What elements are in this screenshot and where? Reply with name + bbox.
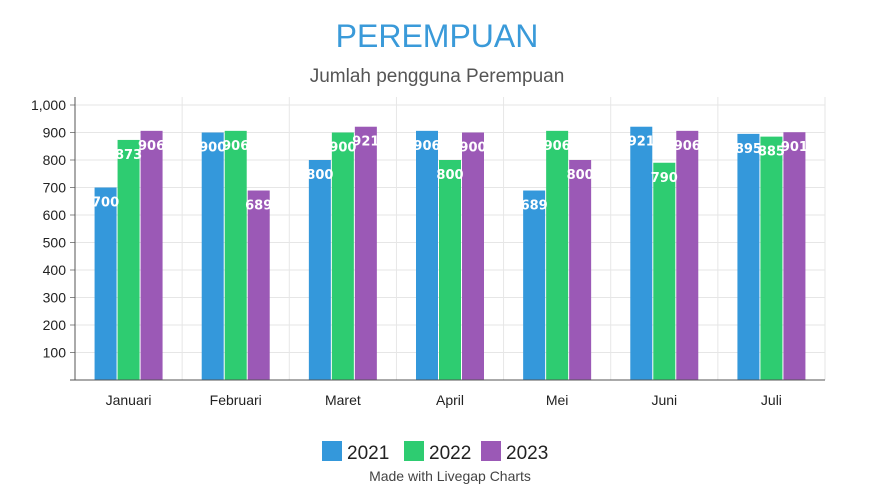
data-label: 921 [352, 135, 379, 150]
y-tick-label: 100 [43, 345, 67, 361]
data-label: 900 [199, 141, 226, 156]
y-tick-label: 300 [43, 290, 67, 306]
bar-2021-juni[interactable] [630, 126, 653, 380]
legend-swatch-2021[interactable] [322, 441, 342, 461]
data-label: 790 [651, 171, 678, 186]
data-label: 906 [222, 139, 249, 154]
x-tick-label: Mei [546, 392, 569, 408]
data-label: 921 [628, 135, 655, 150]
y-tick-label: 700 [43, 180, 67, 196]
data-label: 901 [781, 140, 808, 155]
y-tick-label: 400 [43, 262, 67, 278]
chart-subtitle: Jumlah pengguna Perempuan [310, 66, 565, 87]
legend-label-2021[interactable]: 2021 [347, 443, 389, 464]
data-label: 689 [245, 199, 272, 214]
bar-2022-maret[interactable] [331, 132, 354, 381]
data-label: 900 [329, 141, 356, 156]
bar-2021-februari[interactable] [201, 132, 224, 381]
data-label: 906 [413, 139, 440, 154]
bar-2022-februari[interactable] [224, 130, 247, 380]
data-label: 700 [92, 196, 119, 211]
bar-2022-april[interactable] [439, 160, 461, 380]
bar-2021-maret[interactable] [308, 160, 331, 380]
credit-text: Made with Livegap Charts [369, 468, 531, 484]
legend[interactable]: 2021 2022 2023 [322, 441, 548, 464]
bar-2023-januari[interactable] [140, 130, 163, 380]
data-label: 900 [459, 141, 486, 156]
y-axis-ticks: 100 200 300 400 500 600 700 800 900 1,000 [31, 97, 75, 361]
bar-2022-juli[interactable] [760, 136, 783, 380]
data-label: 885 [758, 145, 785, 160]
data-label: 895 [735, 142, 762, 157]
data-label: 689 [521, 199, 548, 214]
bar-2022-januari[interactable] [117, 139, 140, 380]
bar-2021-januari[interactable] [94, 187, 117, 381]
x-tick-label: April [436, 392, 464, 408]
bars [94, 126, 806, 381]
bar-2023-februari[interactable] [247, 190, 270, 380]
data-label: 906 [138, 139, 165, 154]
y-tick-label: 1,000 [31, 97, 66, 113]
data-label: 800 [436, 168, 463, 183]
x-tick-label: Maret [325, 392, 361, 408]
legend-swatch-2022[interactable] [404, 441, 424, 461]
bar-2022-juni[interactable] [653, 162, 676, 380]
bar-2022-mei[interactable] [546, 130, 569, 380]
data-label: 800 [567, 168, 594, 183]
data-label: 873 [115, 148, 142, 163]
data-label: 906 [544, 139, 571, 154]
bar-2023-maret[interactable] [354, 126, 377, 380]
x-tick-label: Juni [651, 392, 677, 408]
y-tick-label: 200 [43, 317, 67, 333]
y-tick-label: 800 [43, 152, 67, 168]
data-label: 800 [306, 168, 333, 183]
axes [70, 97, 825, 381]
y-tick-label: 600 [43, 207, 67, 223]
bar-2023-april[interactable] [462, 132, 484, 381]
bar-2021-mei[interactable] [523, 190, 546, 380]
y-tick-label: 900 [43, 125, 67, 141]
x-tick-label: Januari [106, 392, 152, 408]
x-tick-label: Juli [761, 392, 782, 408]
bar-2023-juni[interactable] [676, 130, 699, 380]
chart-title: PEREMPUAN [336, 18, 539, 54]
bar-2021-april[interactable] [416, 130, 438, 380]
bar-2021-juli[interactable] [737, 133, 760, 380]
data-label: 906 [674, 139, 701, 154]
legend-label-2023[interactable]: 2023 [506, 443, 548, 464]
legend-label-2022[interactable]: 2022 [429, 443, 471, 464]
x-axis-labels: Januari Februari Maret April Mei Juni Juli [106, 392, 782, 408]
y-tick-label: 500 [43, 235, 67, 251]
bar-2023-mei[interactable] [569, 160, 592, 380]
bar-2023-juli[interactable] [783, 132, 806, 380]
x-tick-label: Februari [210, 392, 262, 408]
legend-swatch-2023[interactable] [481, 441, 501, 461]
